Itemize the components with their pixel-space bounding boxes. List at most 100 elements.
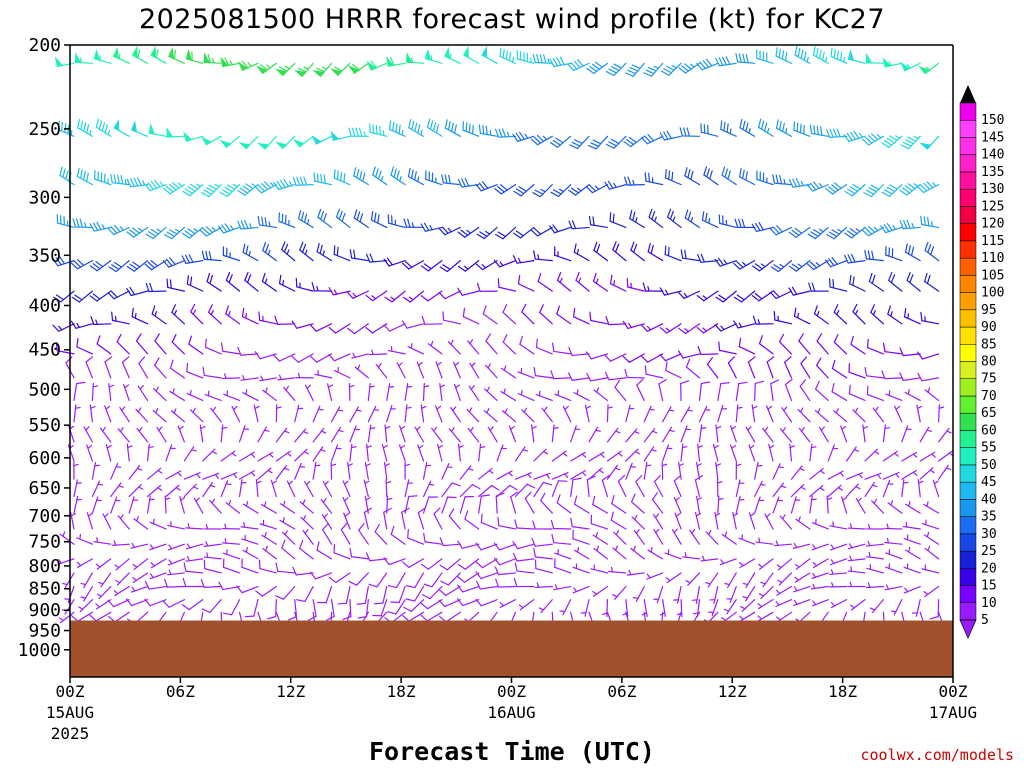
wind-barb (162, 257, 185, 268)
barb-flag (784, 356, 792, 363)
colorbar-label: 25 (981, 544, 997, 559)
barb-flag (401, 507, 410, 513)
wind-barb (827, 470, 844, 480)
wind-barb (342, 480, 351, 498)
barb-shaft (153, 388, 167, 402)
wind-barb (241, 534, 259, 545)
barb-shaft (626, 572, 645, 576)
barb-flag (129, 286, 136, 296)
barb-shaft (868, 280, 885, 292)
barb-shaft (342, 496, 351, 514)
barb-shaft (739, 127, 756, 137)
barb-flag (769, 291, 777, 300)
barb-shaft (277, 570, 296, 574)
barb-flag (457, 584, 464, 593)
barb-flag (297, 67, 307, 73)
wind-barb (154, 333, 167, 355)
barb-flag (610, 65, 620, 72)
y-tick-label: 900 (28, 600, 61, 621)
barb-half-flag (867, 582, 871, 588)
wind-barb (113, 118, 130, 137)
barb-flag (532, 192, 541, 198)
wind-barb (145, 282, 167, 293)
barb-flag (457, 598, 464, 607)
barb-half-flag (826, 497, 833, 501)
barb-shaft (772, 496, 780, 514)
barb-flag (556, 494, 561, 504)
wind-barb (816, 357, 829, 379)
wind-barb (144, 259, 167, 271)
barb-shaft (262, 389, 277, 402)
barb-half-flag (596, 387, 600, 393)
wind-barbs-layer (52, 45, 954, 634)
wind-barb (847, 523, 866, 530)
barb-shaft (609, 220, 627, 229)
barb-half-flag (178, 425, 184, 430)
wind-barb (167, 521, 185, 530)
barb-flag (812, 46, 816, 56)
wind-barb (512, 131, 535, 142)
barb-flag (627, 176, 632, 186)
barb-flag (316, 541, 320, 551)
barb-flag (493, 557, 501, 566)
barb-flag (884, 189, 893, 195)
barb-flag (609, 274, 613, 285)
barb-shaft (923, 503, 940, 514)
barb-half-flag (284, 65, 291, 70)
wind-barb (335, 208, 351, 229)
barb-shaft (517, 393, 535, 402)
barb-half-flag (564, 473, 569, 479)
wind-barb (314, 369, 333, 379)
wind-barb (696, 290, 719, 302)
barb-shaft (703, 290, 719, 302)
barb-shaft (827, 470, 844, 480)
barb-shaft (700, 353, 719, 356)
barb-shaft (417, 512, 425, 530)
barb-flag (850, 253, 856, 263)
barb-shaft (553, 585, 572, 591)
wind-barb (779, 427, 793, 443)
wind-barb (788, 226, 811, 238)
barb-flag (423, 533, 426, 543)
wind-barb (700, 555, 719, 562)
wind-barb (766, 405, 774, 423)
barb-shaft (56, 350, 75, 355)
barb-flag (865, 189, 875, 195)
barb-shaft (848, 371, 866, 379)
barb-half-flag (96, 593, 103, 597)
barb-shaft (516, 543, 535, 550)
barb-half-flag (503, 388, 506, 394)
barb-shaft (257, 467, 272, 480)
wind-barb (919, 467, 935, 480)
wind-barb (500, 365, 517, 379)
barb-half-flag (211, 450, 217, 455)
barb-shaft (294, 599, 298, 618)
barb-flag (611, 494, 615, 505)
barb-shaft (726, 599, 737, 615)
barb-shaft (330, 426, 342, 443)
barb-shaft (185, 527, 204, 530)
wind-barb (912, 599, 921, 617)
barb-flag (624, 368, 628, 379)
barb-half-flag (249, 223, 253, 229)
barb-flag (550, 370, 555, 380)
barb-half-flag (80, 582, 87, 586)
wind-barb (586, 372, 609, 382)
wind-barb (885, 390, 903, 402)
barb-half-flag (245, 500, 249, 507)
wind-barb (104, 356, 113, 379)
barb-flag (700, 253, 706, 263)
barb-shaft (810, 132, 829, 137)
barb-half-flag (124, 179, 127, 185)
barb-shaft (904, 251, 921, 262)
barb-shaft (431, 572, 443, 588)
barb-half-flag (895, 405, 901, 411)
barb-shaft (322, 529, 333, 545)
wind-barb (830, 599, 848, 609)
barb-shaft (651, 498, 664, 514)
barb-flag (65, 170, 69, 180)
barb-shaft (680, 443, 684, 462)
barb-shaft (591, 184, 609, 194)
barb-flag (497, 231, 507, 238)
barb-shaft (281, 547, 296, 560)
